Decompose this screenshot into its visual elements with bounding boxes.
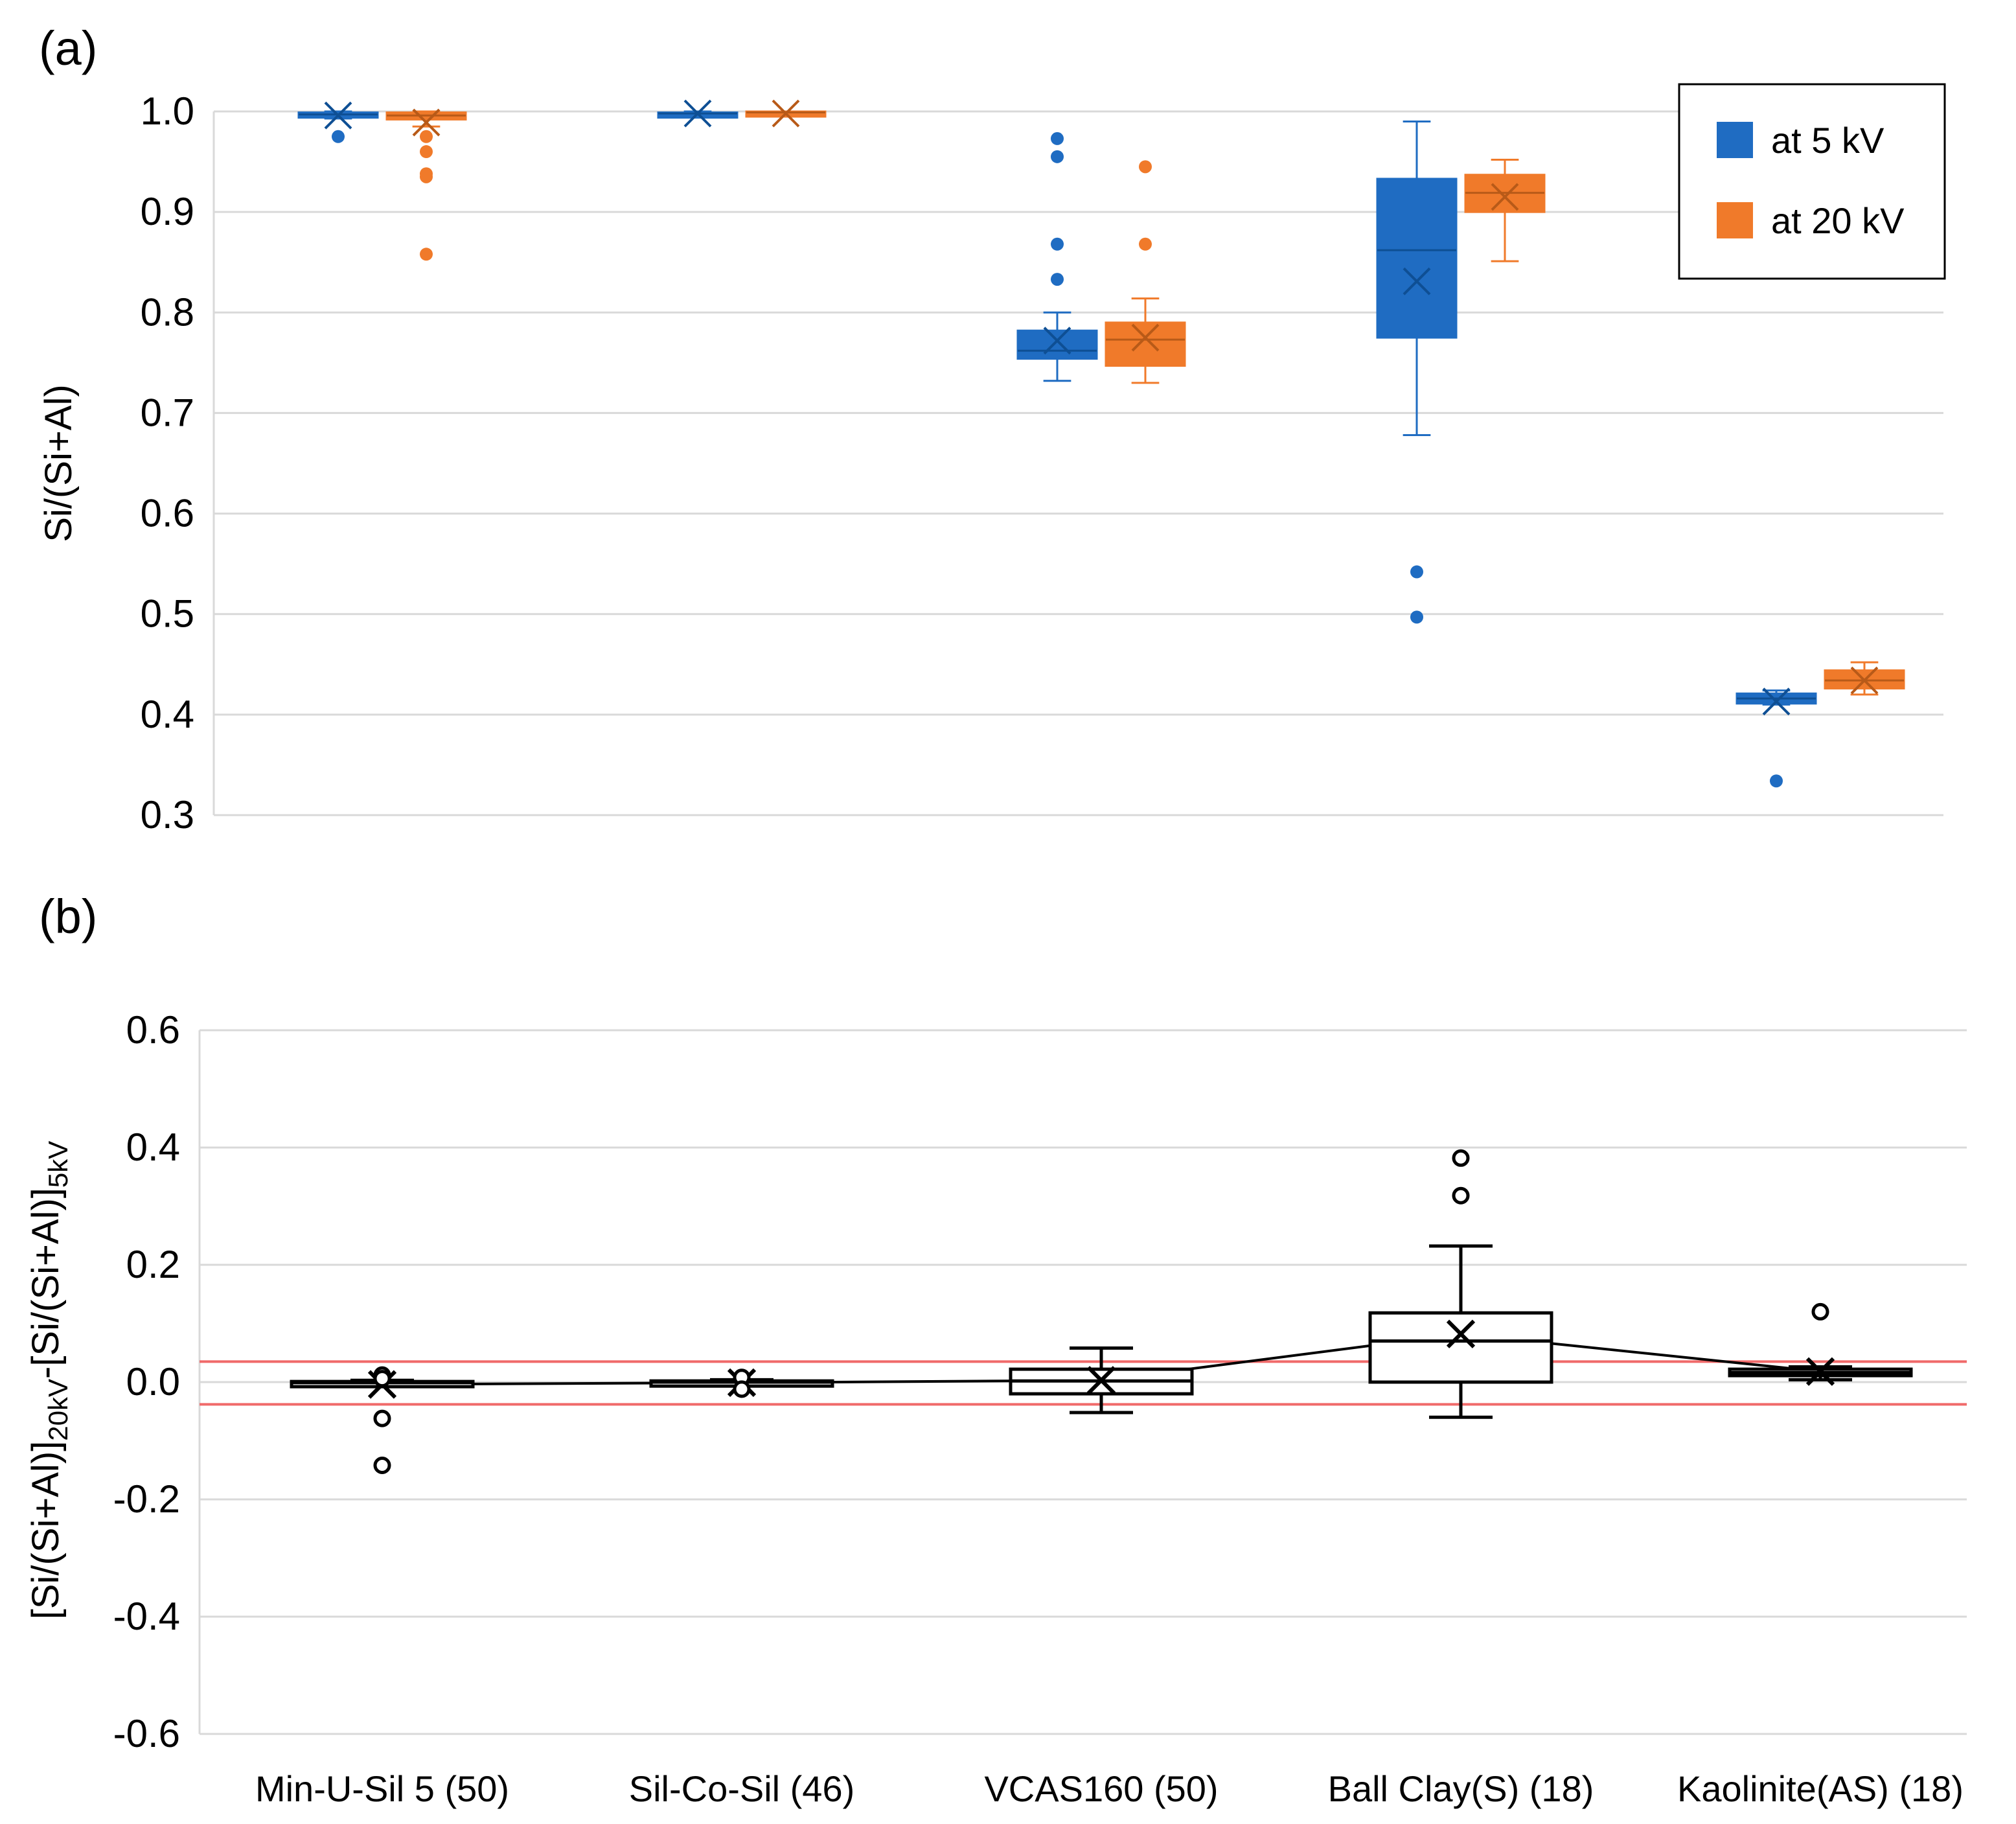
panel-a-label: (a) bbox=[39, 21, 97, 75]
box-at-5-kV bbox=[297, 101, 379, 143]
box-at-5-kV bbox=[1376, 121, 1458, 624]
panel-b-reference-lines bbox=[200, 1360, 1967, 1406]
outlier-point bbox=[420, 170, 433, 183]
x-category-label: Sil-Co-Sil (46) bbox=[629, 1768, 855, 1809]
outlier-point bbox=[1051, 237, 1064, 251]
outlier-point bbox=[1410, 610, 1423, 624]
mean-marker bbox=[1491, 183, 1519, 211]
mean-marker bbox=[412, 108, 441, 137]
mean-marker bbox=[772, 99, 800, 128]
box-difference bbox=[1728, 1302, 1913, 1386]
x-category-label: Min-U-Sil 5 (50) bbox=[255, 1768, 509, 1809]
outlier-point bbox=[1410, 565, 1423, 579]
box-at-20-kV bbox=[1464, 158, 1546, 262]
panel-b-ylabel: [Si/(Si+Al)]20kV-[Si/(Si+Al)]5kV bbox=[25, 1141, 73, 1620]
y-tick-label: 0.0 bbox=[126, 1360, 180, 1403]
outlier-point bbox=[373, 1457, 391, 1475]
outlier-point bbox=[1811, 1302, 1829, 1321]
y-tick-label: 0.5 bbox=[141, 592, 194, 636]
ylabel-sub-20kv: 20kV bbox=[43, 1379, 73, 1441]
x-category-label: VCAS160 (50) bbox=[984, 1768, 1218, 1809]
x-category-label: Kaolinite(AS) (18) bbox=[1677, 1768, 1964, 1809]
legend-label-5kv: at 5 kV bbox=[1771, 120, 1884, 161]
mean-marker bbox=[1805, 1357, 1835, 1386]
outlier-point bbox=[1051, 150, 1064, 163]
mean-marker bbox=[1850, 666, 1879, 695]
outlier-point bbox=[373, 1370, 391, 1388]
outlier-point bbox=[420, 145, 433, 159]
legend-label-20kv: at 20 kV bbox=[1771, 200, 1905, 241]
outlier-point bbox=[1139, 237, 1152, 251]
y-tick-label: 0.7 bbox=[141, 391, 194, 434]
outlier-point bbox=[420, 130, 433, 143]
box-at-20-kV bbox=[1105, 160, 1186, 384]
outlier-point bbox=[1452, 1149, 1470, 1167]
outlier-point bbox=[1139, 160, 1152, 174]
mean-marker bbox=[1043, 327, 1071, 355]
box-iqr bbox=[1376, 178, 1458, 339]
outlier-point bbox=[373, 1409, 391, 1427]
legend-swatch-5kv bbox=[1717, 122, 1753, 158]
mean-marker bbox=[1762, 687, 1791, 716]
box-difference bbox=[1009, 1346, 1194, 1414]
box-at-5-kV bbox=[1016, 132, 1098, 382]
y-tick-label: 1.0 bbox=[141, 89, 194, 133]
panel-b-gridlines bbox=[198, 1029, 1967, 1735]
box-iqr bbox=[1016, 329, 1098, 360]
mean-marker bbox=[324, 101, 352, 130]
panel-a-ylabel: Si/(Si+Al) bbox=[38, 384, 80, 542]
ylabel-part-2: -[Si/(Si+Al)] bbox=[25, 1188, 67, 1379]
panel-b-boxes bbox=[290, 1149, 1913, 1475]
panel-a-boxes bbox=[297, 99, 1905, 788]
x-category-label: Ball Clay(S) (18) bbox=[1328, 1768, 1594, 1809]
y-tick-label: 0.3 bbox=[141, 793, 194, 837]
ylabel-sub-5kv: 5kV bbox=[43, 1141, 73, 1188]
y-tick-label: 0.9 bbox=[141, 190, 194, 233]
y-tick-label: 0.8 bbox=[141, 290, 194, 334]
y-tick-label: 0.4 bbox=[126, 1126, 180, 1169]
panel-a-y-ticks: 0.3 0.4 0.5 0.6 0.7 0.8 0.9 1.0 bbox=[141, 89, 194, 837]
y-tick-label: -0.4 bbox=[113, 1595, 180, 1638]
box-difference bbox=[1368, 1149, 1553, 1419]
y-tick-label: 0.6 bbox=[126, 1008, 180, 1052]
outlier-point bbox=[1051, 132, 1064, 145]
box-at-20-kV bbox=[745, 99, 827, 128]
outlier-point bbox=[420, 248, 433, 261]
legend: at 5 kV at 20 kV bbox=[1678, 83, 1946, 280]
box-iqr bbox=[1368, 1311, 1553, 1384]
box-difference bbox=[290, 1366, 475, 1475]
outlier-point bbox=[332, 130, 345, 143]
box-at-5-kV bbox=[657, 99, 739, 128]
panel-b-y-ticks: -0.6 -0.4 -0.2 0.0 0.2 0.4 0.6 bbox=[113, 1008, 180, 1755]
legend-swatch-20kv bbox=[1717, 202, 1753, 238]
outlier-point bbox=[733, 1380, 751, 1398]
mean-marker bbox=[1446, 1319, 1476, 1348]
y-tick-label: -0.6 bbox=[113, 1712, 180, 1755]
mean-marker bbox=[1086, 1366, 1116, 1395]
panel-a-gridlines bbox=[212, 110, 1943, 816]
mean-marker bbox=[1403, 267, 1431, 295]
box-difference bbox=[649, 1368, 834, 1398]
y-tick-label: 0.6 bbox=[141, 492, 194, 535]
panel-b-label: (b) bbox=[39, 890, 97, 943]
outlier-point bbox=[1452, 1186, 1470, 1205]
outlier-point bbox=[1051, 273, 1064, 286]
box-at-20-kV bbox=[1824, 661, 1905, 696]
box-at-20-kV bbox=[385, 108, 467, 261]
y-tick-label: -0.2 bbox=[113, 1477, 180, 1521]
outlier-point bbox=[1770, 774, 1783, 788]
box-at-5-kV bbox=[1735, 687, 1817, 788]
mean-marker bbox=[683, 99, 712, 128]
x-category-labels: Min-U-Sil 5 (50) Sil-Co-Sil (46) VCAS160 (… bbox=[255, 1768, 1964, 1809]
box-iqr bbox=[1105, 321, 1186, 367]
y-tick-label: 0.4 bbox=[141, 693, 194, 736]
mean-marker bbox=[1131, 323, 1160, 352]
y-tick-label: 0.2 bbox=[126, 1243, 180, 1286]
legend-frame bbox=[1678, 83, 1946, 280]
ylabel-part-1: [Si/(Si+Al)] bbox=[25, 1441, 67, 1620]
